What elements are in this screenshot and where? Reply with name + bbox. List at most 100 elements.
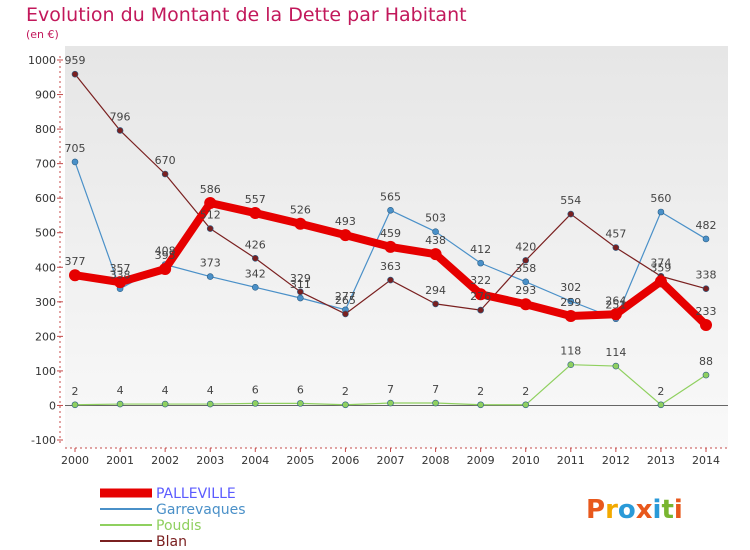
- labels-blan: 959 796 670 512 426 329 265 363 294 276 420 554 457 3…: [65, 54, 717, 307]
- x-tick-label: 2002: [151, 454, 179, 467]
- data-label: 4: [117, 384, 124, 397]
- data-point: [477, 306, 484, 314]
- data-label: 88: [699, 355, 713, 368]
- y-tick-label: 0: [49, 399, 56, 412]
- series-blan: [71, 70, 710, 318]
- y-tick-label: 700: [35, 158, 56, 171]
- data-point: [114, 276, 127, 289]
- data-point: [206, 400, 214, 408]
- x-tick-label: 2005: [286, 454, 314, 467]
- data-label: 554: [560, 194, 581, 207]
- chart-subtitle: (en €): [26, 28, 59, 41]
- data-point: [432, 399, 439, 407]
- x-tick-label: 2013: [647, 454, 675, 467]
- data-point: [477, 259, 484, 267]
- data-label: 4: [207, 384, 214, 397]
- data-point: [522, 257, 530, 264]
- data-point: [654, 275, 667, 288]
- data-point: [339, 229, 352, 242]
- data-label: 2: [477, 385, 484, 398]
- data-point: [387, 399, 394, 407]
- data-label: 276: [470, 290, 491, 303]
- legend-label: Blan: [156, 534, 187, 550]
- data-label: 329: [290, 272, 311, 285]
- data-point: [522, 401, 530, 409]
- data-point: [206, 225, 214, 232]
- data-point: [567, 297, 575, 305]
- y-tick-label: 1000: [28, 54, 56, 67]
- y-tick-label: 400: [35, 261, 56, 274]
- data-point: [294, 217, 307, 230]
- data-point: [161, 170, 169, 178]
- data-point: [71, 70, 79, 78]
- data-label: 560: [650, 192, 671, 205]
- data-point: [387, 276, 394, 284]
- data-point: [116, 400, 124, 408]
- data-label: 412: [470, 243, 491, 256]
- data-label: 363: [380, 260, 401, 273]
- data-point: [342, 401, 349, 409]
- data-label: 586: [200, 183, 221, 196]
- data-label: 322: [470, 274, 491, 287]
- data-label: 377: [65, 255, 86, 268]
- data-point: [612, 362, 620, 370]
- data-label: 2: [522, 385, 529, 398]
- proxiti-logo: Proxiti: [586, 495, 683, 525]
- data-label: 251: [605, 299, 626, 312]
- x-tick-label: 2006: [331, 454, 359, 467]
- series-palleville: [69, 197, 712, 331]
- data-point: [474, 288, 487, 301]
- data-label: 482: [696, 219, 717, 232]
- data-label: 420: [515, 240, 536, 253]
- data-point: [116, 127, 124, 134]
- data-point: [702, 371, 710, 379]
- data-point: [297, 400, 304, 407]
- data-label: 311: [290, 278, 311, 291]
- data-point: [342, 310, 349, 318]
- data-label: 565: [380, 190, 401, 203]
- data-point: [384, 240, 397, 253]
- data-label: 2: [657, 385, 664, 398]
- data-label: 338: [696, 269, 717, 282]
- y-tick-label: 800: [35, 123, 56, 136]
- data-point: [564, 309, 577, 322]
- data-label: 7: [432, 383, 439, 396]
- x-tick-label: 2012: [602, 454, 630, 467]
- y-tick-label: -100: [31, 434, 56, 447]
- data-label: 118: [560, 345, 581, 358]
- data-point: [657, 401, 665, 409]
- series-poudis: [71, 361, 710, 409]
- data-point: [429, 248, 442, 261]
- x-tick-label: 2014: [692, 454, 720, 467]
- data-point: [477, 401, 484, 409]
- x-tick-label: 2000: [61, 454, 89, 467]
- data-label: 457: [605, 228, 626, 241]
- data-label: 233: [696, 305, 717, 318]
- data-label: 2: [342, 385, 349, 398]
- x-tick-label: 2003: [196, 454, 224, 467]
- data-label: 7: [387, 383, 394, 396]
- y-tick-label: 300: [35, 296, 56, 309]
- data-point: [612, 244, 620, 251]
- data-label: 259: [560, 296, 581, 309]
- data-label: 493: [335, 215, 356, 228]
- x-tick-label: 2011: [557, 454, 585, 467]
- data-label: 557: [245, 193, 266, 206]
- y-tick-label: 200: [35, 330, 56, 343]
- data-label: 265: [335, 294, 356, 307]
- data-point: [567, 361, 575, 368]
- data-label: 114: [605, 346, 626, 359]
- chart-title: Evolution du Montant de la Dette par Hab…: [26, 4, 467, 26]
- data-point: [567, 210, 575, 218]
- data-label: 670: [155, 154, 176, 167]
- x-tick-label: 2001: [106, 454, 134, 467]
- data-point: [206, 273, 214, 280]
- data-label: 357: [110, 262, 131, 275]
- data-point: [432, 300, 439, 308]
- legend-label: Garrevaques: [156, 502, 246, 518]
- data-point: [251, 284, 259, 291]
- labels-garrevaques: 705 338 408 373 342 311 277 565 503 412 358 302 251 5…: [65, 142, 717, 312]
- data-point: [297, 288, 304, 296]
- data-label: 374: [650, 256, 671, 269]
